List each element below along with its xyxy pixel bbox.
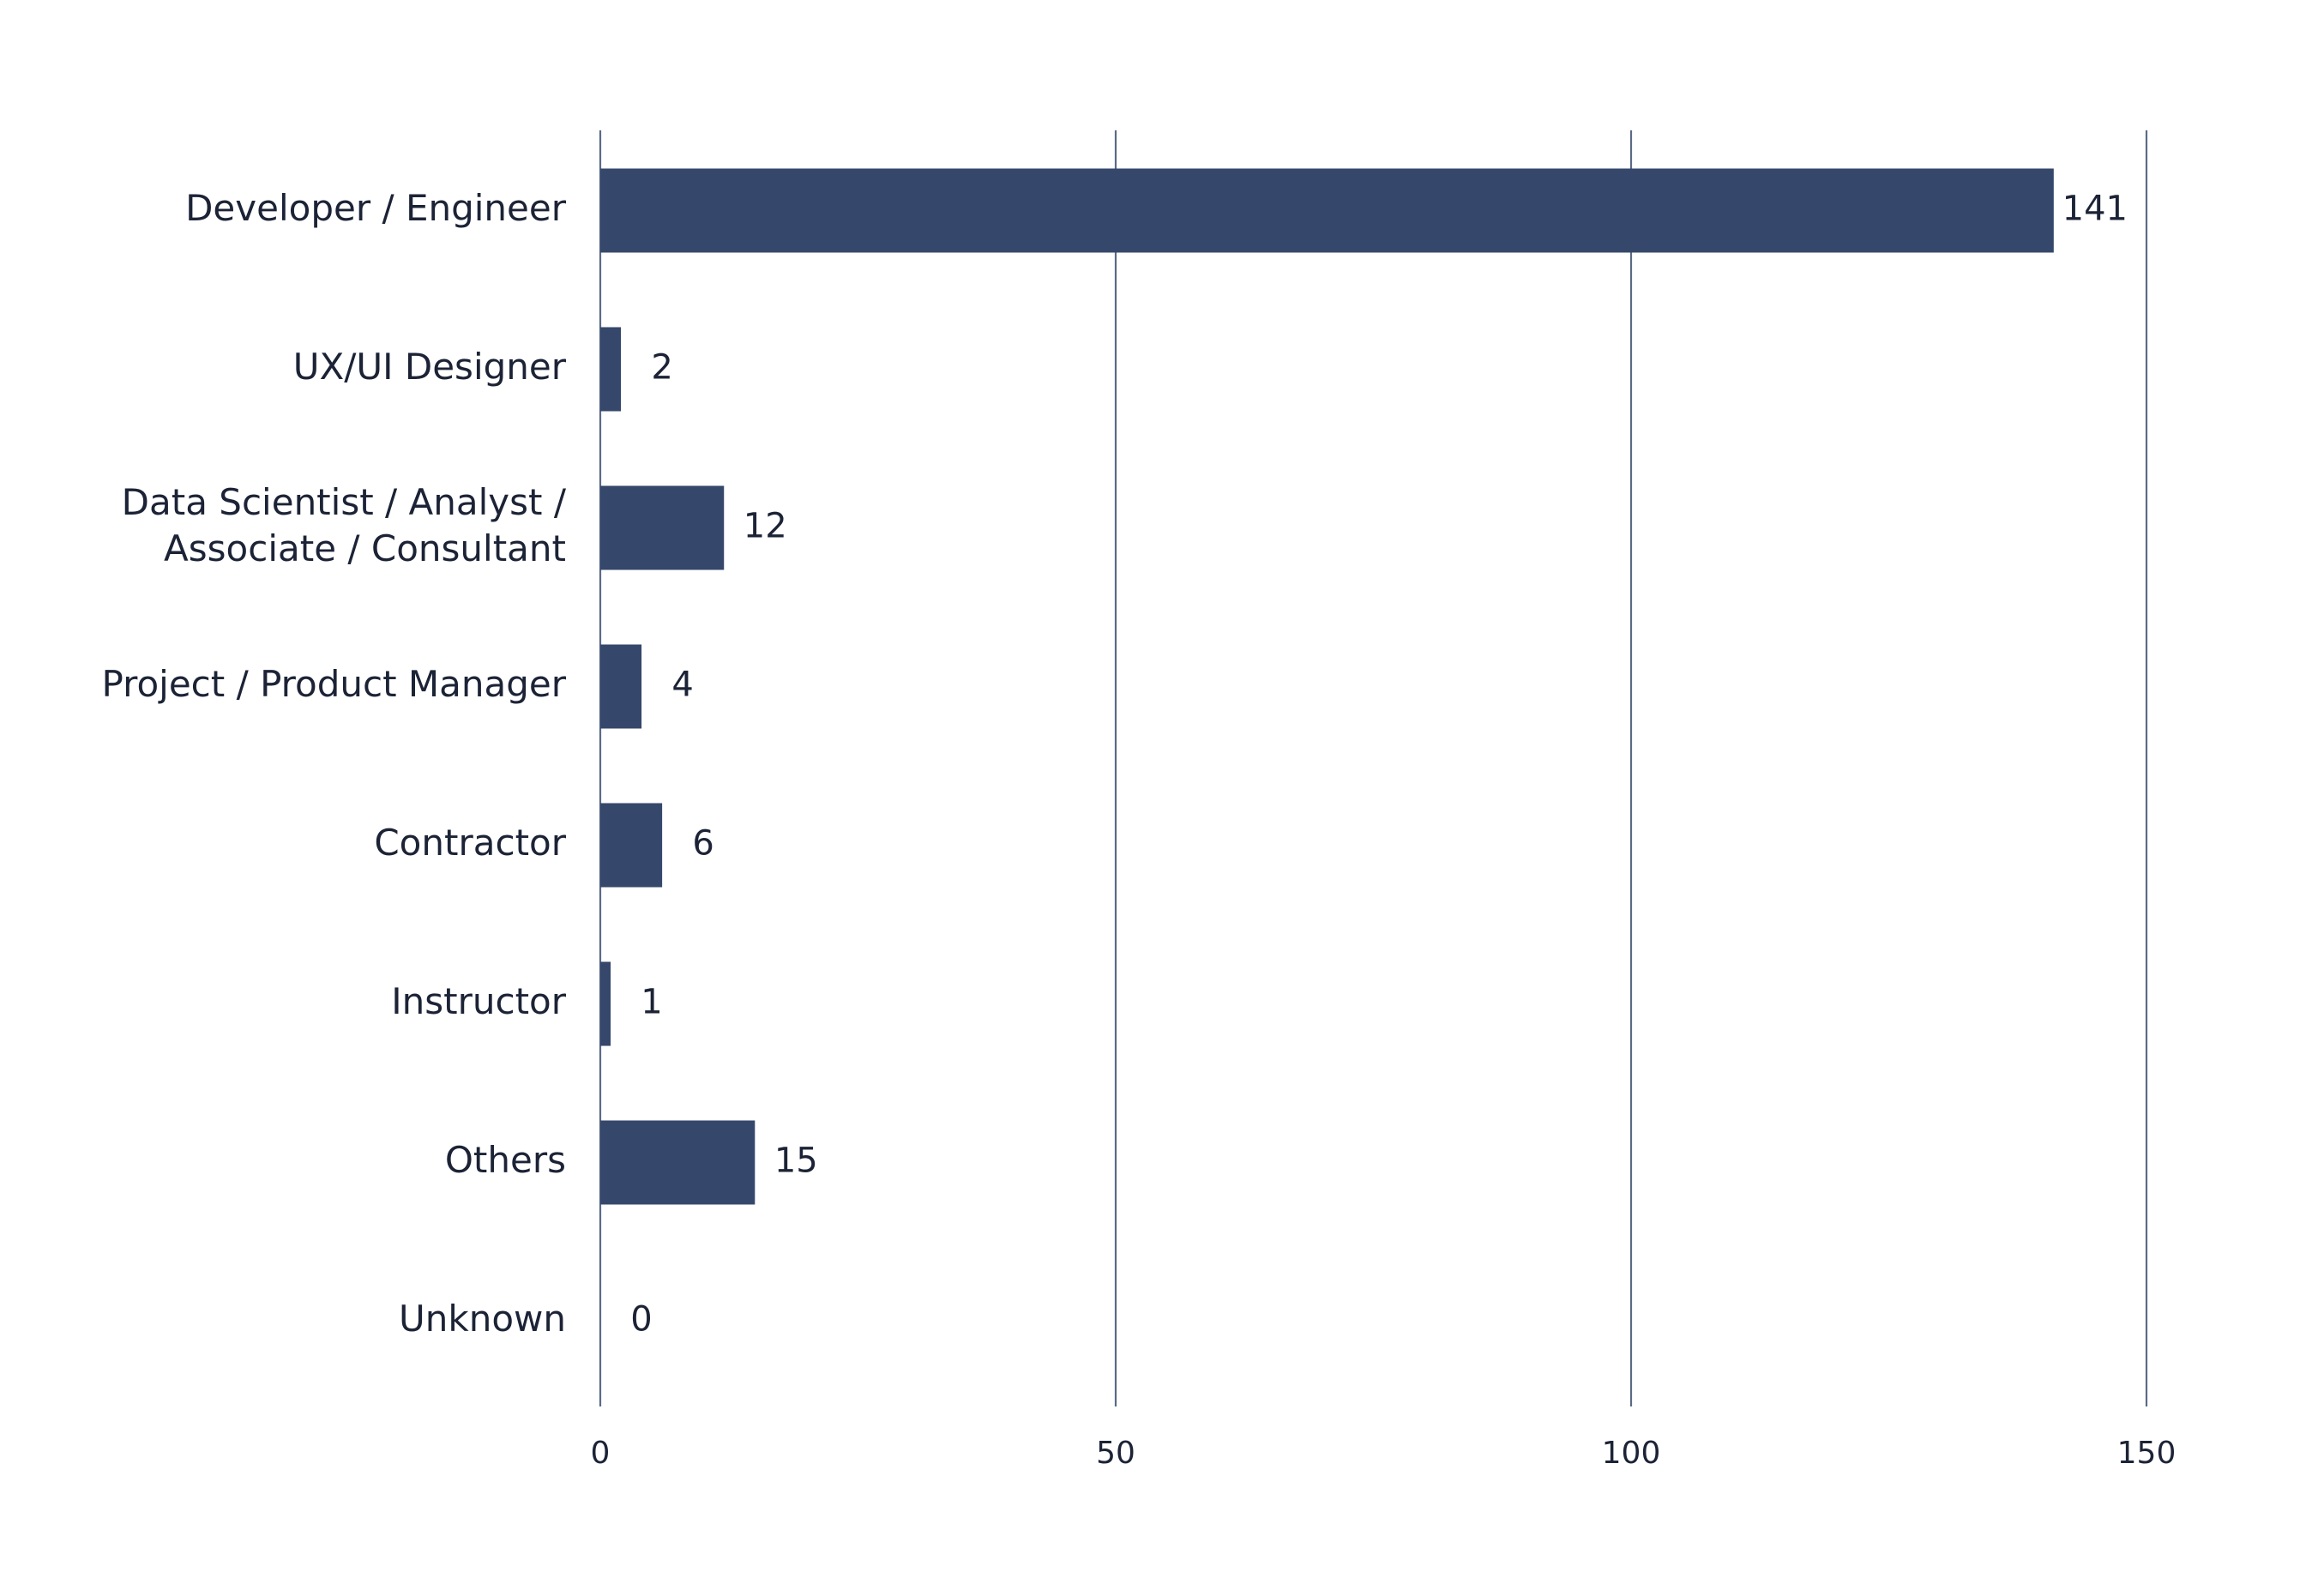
category-label: Others <box>445 1139 566 1181</box>
data-label: 15 <box>774 1141 818 1181</box>
x-tick-label: 50 <box>1096 1436 1135 1471</box>
category-label: Project / Product Manager <box>102 663 567 705</box>
category-label: Unknown <box>399 1298 566 1340</box>
category-label: Developer / Engineer <box>185 187 567 229</box>
x-tick-label: 0 <box>591 1436 611 1471</box>
bar <box>600 168 2054 253</box>
category-label: Instructor <box>391 980 566 1022</box>
category-label-line: Data Scientist / Analyst / <box>122 481 567 523</box>
category-label-line: Others <box>445 1139 566 1181</box>
bar <box>600 327 622 412</box>
category-label-line: Associate / Consultant <box>164 527 566 569</box>
category-label-line: Unknown <box>399 1298 566 1340</box>
bar <box>600 644 642 729</box>
bars <box>600 168 2054 1205</box>
x-tick-label: 150 <box>2117 1436 2176 1471</box>
category-label-line: Contractor <box>374 822 566 864</box>
data-label: 2 <box>651 348 672 388</box>
category-label-line: Developer / Engineer <box>185 187 567 229</box>
category-label: Contractor <box>374 822 566 864</box>
bar <box>600 803 663 888</box>
data-label: 141 <box>2062 190 2128 229</box>
bar <box>600 485 725 570</box>
data-label: 4 <box>671 666 693 705</box>
bar <box>600 961 611 1046</box>
data-label: 1 <box>641 983 662 1022</box>
data-labels: 141 2 12 4 6 1 15 0 <box>630 190 2128 1340</box>
x-axis-tick-labels: 0 50 100 150 <box>591 1436 2176 1471</box>
category-label: UX/UI Designer <box>293 346 567 388</box>
data-label: 6 <box>692 824 713 864</box>
category-label-line: Instructor <box>391 980 566 1022</box>
bar <box>600 1120 756 1205</box>
category-label-line: Project / Product Manager <box>102 663 567 705</box>
category-label-line: UX/UI Designer <box>293 346 567 388</box>
data-label: 0 <box>630 1300 652 1340</box>
category-label: Data Scientist / Analyst / Associate / Co… <box>122 481 567 569</box>
x-tick-label: 100 <box>1602 1436 1661 1471</box>
data-label: 12 <box>744 507 787 546</box>
category-labels: Developer / Engineer UX/UI Designer Data S… <box>102 187 567 1340</box>
gridlines <box>599 130 2148 1406</box>
